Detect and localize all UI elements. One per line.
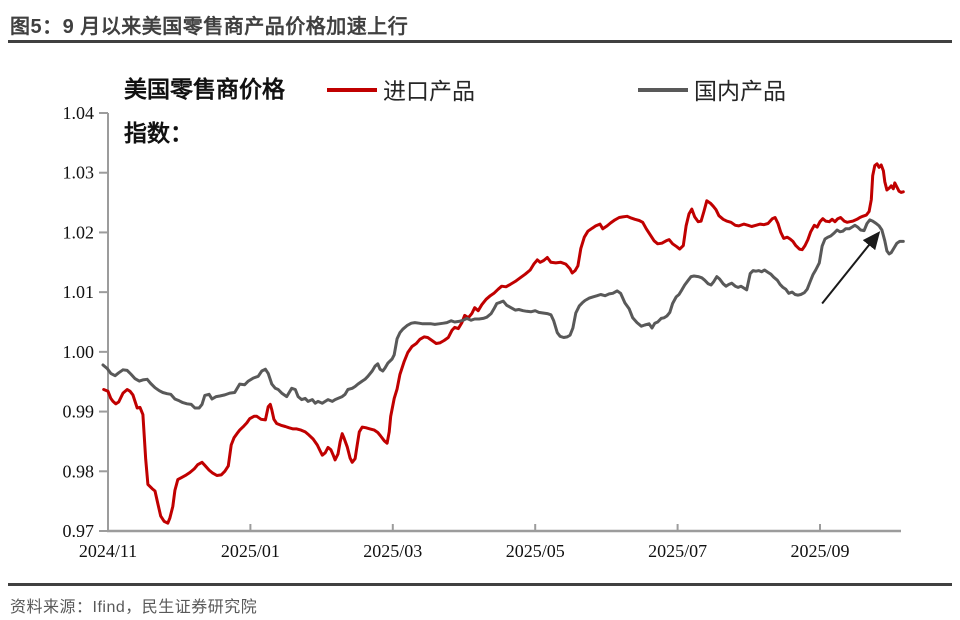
imported-series-swatch bbox=[327, 88, 377, 92]
legend-label-imported: 进口产品 bbox=[383, 79, 475, 104]
imported-series-line bbox=[102, 162, 905, 525]
y-tick-label: 0.97 bbox=[63, 521, 95, 541]
x-tick-label: 2025/09 bbox=[790, 541, 849, 561]
x-tick-label: 2025/07 bbox=[648, 541, 707, 561]
y-tick-label: 1.00 bbox=[63, 342, 95, 362]
x-tick-label: 2025/01 bbox=[221, 541, 280, 561]
legend-label-domestic: 国内产品 bbox=[694, 79, 786, 104]
axis-title-line2: 指数： bbox=[124, 121, 193, 146]
title-rule bbox=[8, 40, 952, 43]
domestic-series-line bbox=[101, 218, 905, 410]
figure-title: 图5：9 月以来美国零售商产品价格加速上行 bbox=[10, 16, 409, 38]
source-text: 资料来源：Ifind，民生证券研究院 bbox=[10, 599, 258, 616]
y-tick-label: 1.04 bbox=[63, 103, 95, 123]
y-tick-label: 1.01 bbox=[63, 282, 95, 302]
y-tick-label: 1.02 bbox=[63, 222, 95, 242]
domestic-series-swatch bbox=[638, 88, 688, 92]
y-tick-label: 1.03 bbox=[63, 163, 95, 183]
trend-arrow bbox=[821, 231, 881, 305]
footer-rule bbox=[8, 583, 952, 586]
x-tick-label: 2025/05 bbox=[506, 541, 565, 561]
x-tick-label: 2025/03 bbox=[363, 541, 422, 561]
chart-axis-title: 美国零售商价格 指数： bbox=[124, 68, 364, 156]
axis-title-line1: 美国零售商价格 bbox=[124, 77, 285, 102]
y-tick-label: 0.98 bbox=[63, 461, 95, 481]
x-tick-label: 2024/11 bbox=[79, 541, 137, 561]
y-tick-label: 0.99 bbox=[63, 402, 95, 422]
